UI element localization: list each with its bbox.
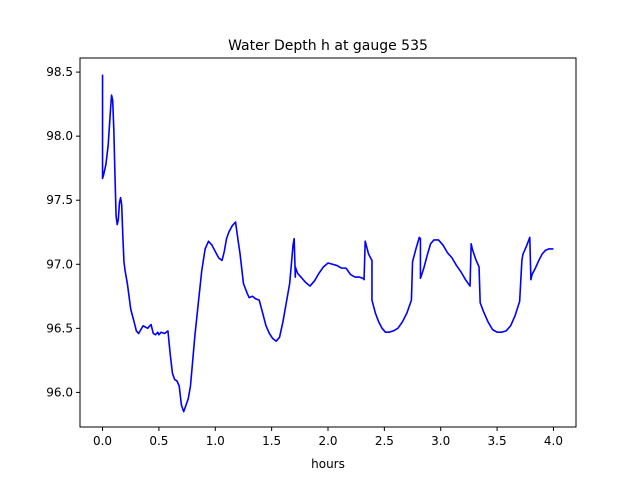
- x-tick-label: 0.5: [149, 434, 168, 448]
- plot-content: [101, 74, 554, 413]
- x-tick-label: 0.0: [93, 434, 112, 448]
- y-tick-label: 96.0: [46, 385, 73, 399]
- y-tick-label: 97.5: [46, 193, 73, 207]
- x-axis: 0.0 0.5 1.0 1.5 2.0 2.5 3.0 3.5 4.0: [93, 427, 563, 448]
- x-tick-label: 4.0: [544, 434, 563, 448]
- x-tick-label: 3.5: [488, 434, 507, 448]
- y-axis: 96.0 96.5 97.0 97.5 98.0 98.5: [46, 65, 80, 399]
- x-tick-label: 3.0: [431, 434, 450, 448]
- x-tick-label: 1.5: [262, 434, 281, 448]
- x-tick-label: 2.5: [375, 434, 394, 448]
- x-tick-label: 1.0: [206, 434, 225, 448]
- y-tick-label: 98.0: [46, 129, 73, 143]
- x-axis-label: hours: [311, 457, 345, 471]
- y-tick-label: 97.0: [46, 257, 73, 271]
- x-tick-label: 2.0: [318, 434, 337, 448]
- series-line-0: [101, 74, 554, 413]
- chart-title: Water Depth h at gauge 535: [228, 38, 428, 54]
- y-tick-label: 98.5: [46, 65, 73, 79]
- y-tick-label: 96.5: [46, 321, 73, 335]
